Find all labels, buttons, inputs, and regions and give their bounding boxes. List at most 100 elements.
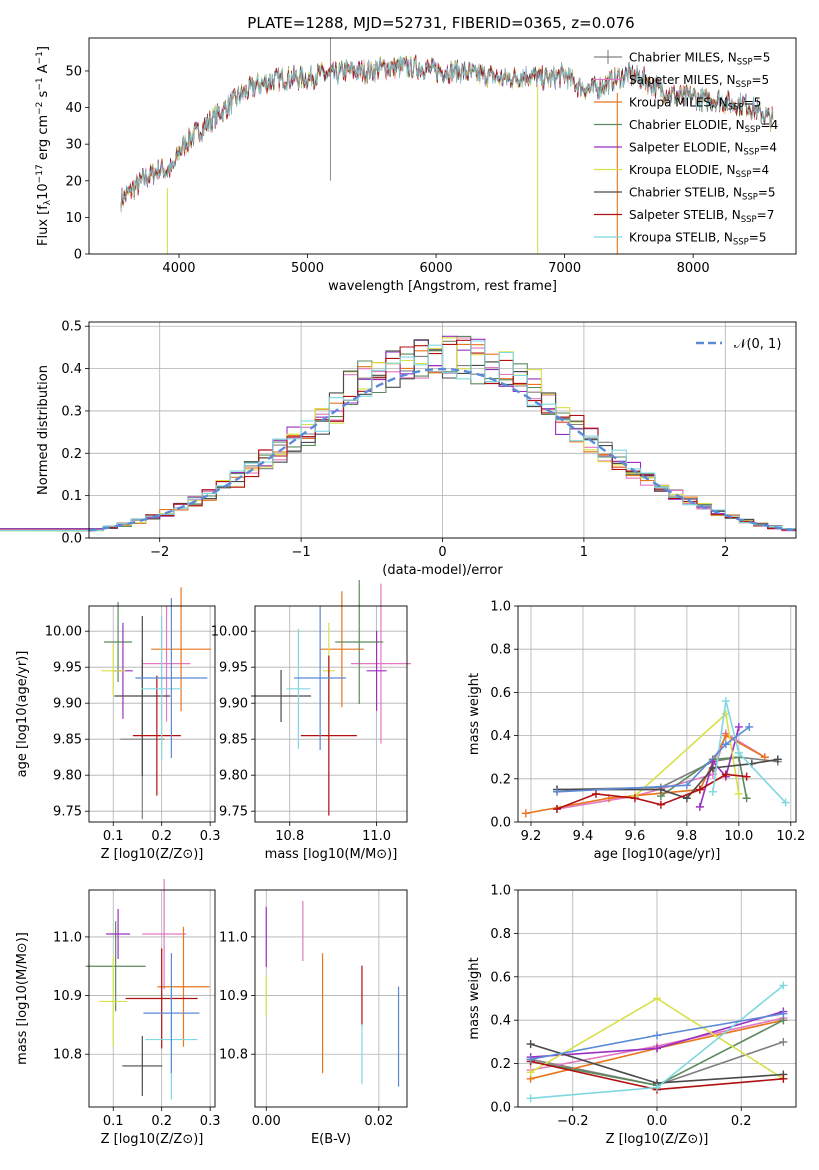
y-tick-label: 0.0 [490, 1101, 511, 1116]
y-tick-label: 10.8 [219, 1048, 248, 1063]
y-tick-label: 0 [74, 248, 82, 263]
y-tick-label: 9.85 [53, 733, 82, 748]
x-tick-label: 0.0 [647, 1114, 668, 1129]
x-tick-label: 4000 [162, 261, 195, 276]
y-tick-label: 0.4 [61, 362, 82, 377]
weight-marker [653, 1083, 661, 1092]
figure-title: PLATE=1288, MJD=52731, FIBERID=0365, z=0… [247, 14, 634, 32]
x-tick-label: 0.02 [364, 1114, 393, 1129]
x-axis-label: age [log10(age/yr)] [594, 847, 721, 862]
y-tick-label: 11.0 [53, 930, 82, 945]
x-tick-label: 9.2 [521, 829, 542, 844]
weight-marker [656, 800, 665, 809]
y-axis-label: Normed distribution [36, 365, 51, 495]
y-tick-label: 0.2 [490, 772, 511, 787]
y-axis-label: age [log10(age/yr)] [15, 651, 30, 778]
weight-marker [781, 798, 790, 807]
weight-marker [745, 722, 754, 731]
y-tick-label: 0.4 [490, 729, 511, 744]
weight-marker [742, 772, 751, 781]
weight-marker [682, 794, 691, 803]
x-tick-label: 0.2 [151, 1114, 172, 1129]
y-tick-label: 20 [65, 174, 82, 189]
panel-spectrum: 4000 5000 6000 7000 8000 0 10 20 30 40 50 wavelengt… [35, 37, 797, 294]
x-tick-label: 11.0 [362, 829, 391, 844]
y-tick-label: 9.80 [53, 769, 82, 784]
axes-frame [254, 889, 408, 1108]
weight-marker [695, 785, 704, 794]
legend-entry: Salpeter ELODIE, NSSP=4 [629, 141, 777, 158]
weight-line [660, 756, 748, 799]
x-tick-label: 9.6 [625, 829, 646, 844]
weight-marker [708, 787, 717, 796]
axes-frame [517, 889, 797, 1108]
y-tick-label: 0.8 [490, 643, 511, 658]
y-tick-label: 9.85 [219, 733, 248, 748]
y-tick-label: 11.0 [219, 930, 248, 945]
weight-marker [653, 1031, 661, 1040]
weight-marker [734, 722, 743, 731]
x-axis-label: (data-model)/error [382, 563, 503, 578]
x-tick-label: 10.2 [776, 829, 805, 844]
x-tick-label: 0.00 [252, 1114, 281, 1129]
axes-frame [254, 605, 408, 823]
weight-marker [521, 809, 530, 818]
panel-mass-vs-EBV: 0.00 0.02 10.8 10.9 11.0 E(B-V) [219, 889, 408, 1147]
weight-marker [526, 1094, 535, 1103]
weight-marker [630, 794, 639, 803]
panel-residuals: −2 −1 0 1 2 0.0 0.1 0.2 0.3 0.4 0.5 (data-model)/er… [0, 320, 797, 578]
weight-marker [653, 994, 661, 1003]
y-tick-label: 9.90 [53, 697, 82, 712]
panel-weight-vs-age: 9.2 9.4 9.6 9.8 10.0 10.2 0.0 0.2 0.4 0.6 0.8 1.0 ag… [467, 600, 805, 863]
axes-frame [88, 605, 216, 823]
legend-entry: Salpeter STELIB, NSSP=7 [629, 208, 774, 225]
weight-line [557, 758, 778, 800]
y-tick-label: 10 [65, 211, 82, 226]
y-axis-label: mass weight [467, 673, 482, 755]
y-tick-label: 9.90 [219, 697, 248, 712]
weight-marker [552, 805, 561, 814]
y-axis-label: mass weight [467, 957, 482, 1039]
x-tick-label: 0.2 [731, 1114, 752, 1129]
y-tick-label: 30 [65, 138, 82, 153]
panel-age-vs-mass: 10.8 11.0 9.75 9.80 9.85 9.90 9.95 10.00 mass [l… [211, 580, 411, 862]
y-tick-label: 0.4 [490, 1014, 511, 1029]
weight-marker [526, 1055, 535, 1064]
x-tick-label: −2 [150, 545, 169, 560]
y-tick-label: 50 [65, 64, 82, 79]
y-tick-label: 0.2 [61, 447, 82, 462]
x-axis-label: Z [log10(Z/Z⊙)] [101, 1132, 204, 1147]
y-tick-label: 1.0 [490, 600, 511, 615]
x-tick-label: 0.3 [200, 1114, 221, 1129]
y-tick-label: 0.0 [490, 816, 511, 831]
x-tick-label: 0.3 [200, 829, 221, 844]
spectrum-line [120, 55, 774, 212]
weight-marker [721, 740, 730, 749]
y-tick-label: 0.0 [61, 532, 82, 547]
y-tick-label: 10.8 [53, 1048, 82, 1063]
panel-age-vs-Z: 0.1 0.2 0.3 9.75 9.80 9.85 9.90 9.95 10.00 Z [log… [15, 587, 220, 862]
y-tick-label: 9.95 [219, 661, 248, 676]
y-tick-label: 0.2 [490, 1057, 511, 1072]
weight-marker [734, 789, 743, 798]
y-tick-label: 0.6 [490, 970, 511, 985]
y-tick-label: 9.75 [53, 805, 82, 820]
y-tick-label: 9.75 [219, 805, 248, 820]
y-tick-label: 10.00 [211, 625, 248, 640]
x-axis-label: E(B-V) [311, 1132, 351, 1147]
y-tick-label: 0.1 [61, 489, 82, 504]
weight-marker [682, 781, 691, 790]
weight-marker [695, 802, 704, 811]
x-axis-label: mass [log10(M/M⊙)] [265, 847, 398, 862]
weight-marker [760, 753, 769, 762]
y-tick-label: 40 [65, 101, 82, 116]
panel-weight-vs-Z: −0.2 0.0 0.2 0.0 0.2 0.4 0.6 0.8 1.0 Z [log10(Z/Z… [467, 884, 797, 1147]
legend-entry: Chabrier STELIB, NSSP=5 [629, 186, 776, 203]
weight-marker [779, 1037, 788, 1046]
weight-marker [721, 697, 730, 706]
y-tick-label: 9.95 [53, 661, 82, 676]
x-tick-label: 8000 [677, 261, 710, 276]
x-axis-label: Z [log10(Z/Z⊙)] [101, 847, 204, 862]
